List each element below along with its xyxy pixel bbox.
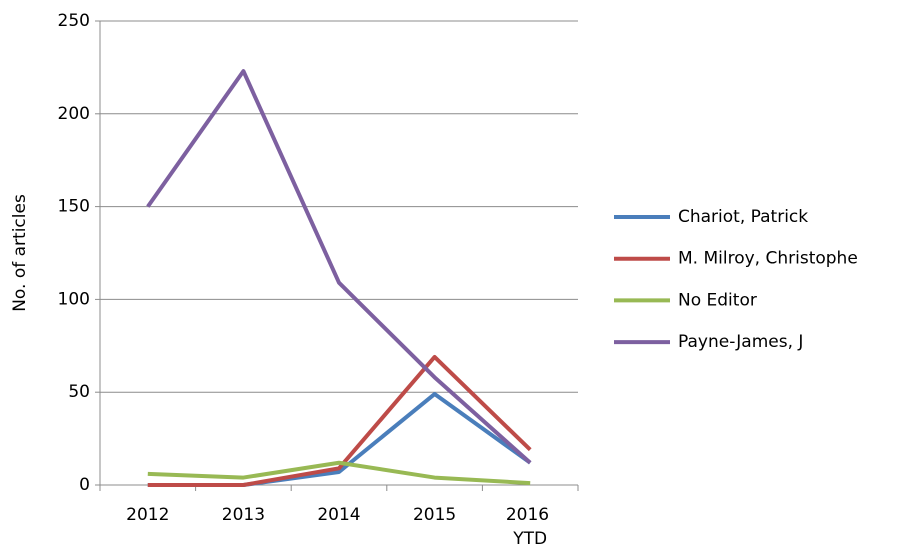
y-axis-label: No. of articles [10, 194, 30, 312]
y-tick-label: 100 [58, 289, 90, 309]
x-tick-label: 2013 [222, 505, 265, 525]
x-tick-label: 2012 [126, 505, 169, 525]
y-tick-label: 0 [79, 475, 90, 495]
x-tick-label: 2015 [413, 505, 456, 525]
x-tick-label: 2016 YTD [506, 505, 555, 545]
series-line [147, 354, 532, 487]
legend-label: Payne-James, J [678, 332, 803, 352]
legend-label: M. Milroy, Christophe [678, 249, 858, 269]
legend-label: No Editor [678, 290, 757, 310]
series-line [147, 392, 532, 487]
series-line [146, 69, 532, 465]
y-tick-label: 150 [58, 197, 90, 217]
y-tick-label: 200 [58, 104, 90, 124]
y-tick-label: 250 [58, 11, 90, 31]
x-tick-label: 2014 [317, 505, 360, 525]
y-tick-label: 50 [68, 382, 90, 402]
legend-label: Chariot, Patrick [678, 207, 808, 227]
series-line [147, 460, 531, 486]
